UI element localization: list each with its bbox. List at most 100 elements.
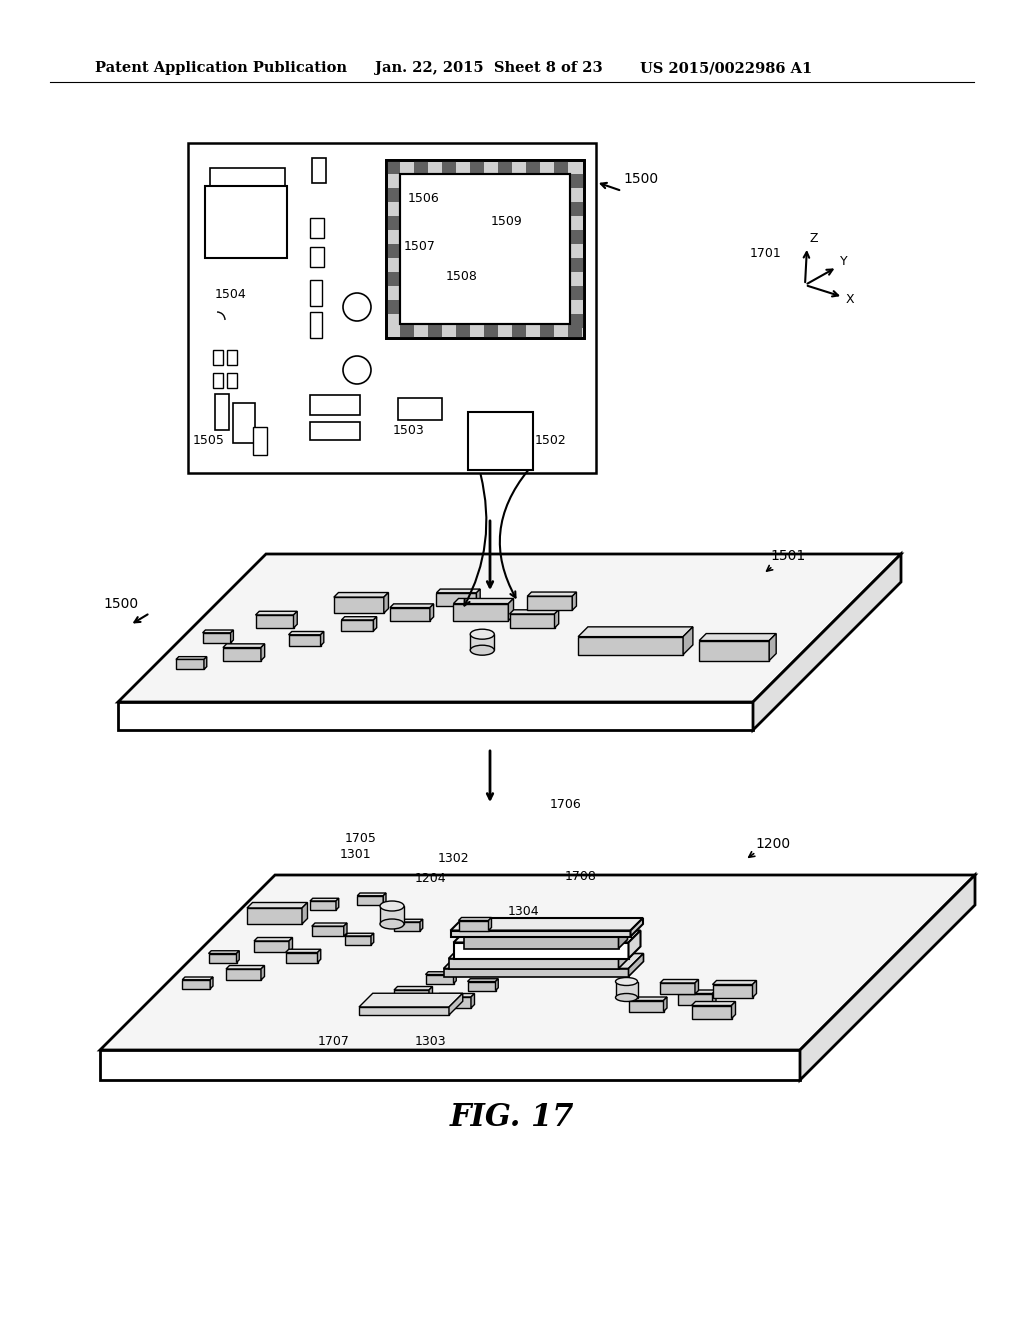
Polygon shape <box>118 554 901 702</box>
Ellipse shape <box>615 994 638 1002</box>
Polygon shape <box>459 920 488 931</box>
Polygon shape <box>436 994 474 997</box>
Polygon shape <box>100 875 975 1049</box>
Bar <box>386 300 400 314</box>
Bar <box>210 168 285 186</box>
Bar <box>570 174 584 187</box>
Polygon shape <box>223 648 261 660</box>
Polygon shape <box>204 656 207 669</box>
Polygon shape <box>359 1007 449 1015</box>
Polygon shape <box>256 611 297 615</box>
Polygon shape <box>451 917 643 931</box>
Text: X: X <box>846 293 855 306</box>
Bar <box>253 426 267 455</box>
Polygon shape <box>527 593 577 597</box>
Polygon shape <box>510 614 555 628</box>
Polygon shape <box>341 616 377 620</box>
Bar <box>386 272 400 286</box>
Polygon shape <box>289 635 321 645</box>
Text: 1707: 1707 <box>318 1035 350 1048</box>
Bar <box>188 143 596 473</box>
Bar <box>386 160 400 174</box>
Text: 1501: 1501 <box>770 549 805 564</box>
Polygon shape <box>311 923 347 927</box>
Bar <box>312 158 326 183</box>
Bar <box>470 634 495 651</box>
Polygon shape <box>394 919 423 921</box>
Polygon shape <box>209 953 237 962</box>
Polygon shape <box>464 936 618 949</box>
Circle shape <box>343 356 371 384</box>
Polygon shape <box>334 593 388 597</box>
Text: Z: Z <box>809 232 817 246</box>
Bar <box>213 350 223 366</box>
Text: 1508: 1508 <box>446 271 478 282</box>
Polygon shape <box>394 990 429 1001</box>
Bar <box>400 174 570 323</box>
Polygon shape <box>420 919 423 931</box>
Bar <box>215 393 229 430</box>
Polygon shape <box>660 979 698 983</box>
Text: 1507: 1507 <box>404 240 436 253</box>
Polygon shape <box>310 898 339 902</box>
Bar <box>398 399 442 420</box>
Polygon shape <box>336 898 339 909</box>
Polygon shape <box>695 979 698 994</box>
Polygon shape <box>510 610 559 614</box>
Polygon shape <box>629 931 640 958</box>
Polygon shape <box>572 593 577 610</box>
Ellipse shape <box>470 630 495 639</box>
Polygon shape <box>699 634 776 640</box>
Polygon shape <box>429 986 432 1001</box>
Polygon shape <box>691 1006 731 1019</box>
Text: 1701: 1701 <box>750 247 781 260</box>
Polygon shape <box>471 994 474 1008</box>
Text: Y: Y <box>840 255 848 268</box>
Polygon shape <box>254 941 289 952</box>
Polygon shape <box>449 958 618 969</box>
Polygon shape <box>464 928 628 936</box>
Polygon shape <box>247 903 307 908</box>
Text: 1304: 1304 <box>508 906 540 917</box>
Polygon shape <box>321 631 324 645</box>
Bar <box>428 323 442 338</box>
Bar <box>227 374 237 388</box>
Bar <box>380 906 404 924</box>
Polygon shape <box>449 993 463 1015</box>
Text: 1506: 1506 <box>408 191 439 205</box>
Polygon shape <box>357 894 386 896</box>
Polygon shape <box>100 1049 800 1080</box>
Bar <box>470 160 484 174</box>
Polygon shape <box>310 902 336 909</box>
Polygon shape <box>629 997 667 1001</box>
Bar <box>386 187 400 202</box>
Text: 1706: 1706 <box>550 799 582 810</box>
Bar <box>310 218 324 238</box>
Polygon shape <box>394 921 420 931</box>
Bar <box>386 160 400 174</box>
Text: FIG. 17: FIG. 17 <box>450 1102 574 1134</box>
Bar <box>570 230 584 244</box>
Polygon shape <box>769 634 776 660</box>
Bar <box>568 323 582 338</box>
Polygon shape <box>579 636 683 655</box>
Polygon shape <box>713 981 757 985</box>
Bar <box>570 257 584 272</box>
Text: 1301: 1301 <box>340 847 372 861</box>
Polygon shape <box>317 949 321 962</box>
Polygon shape <box>430 603 433 620</box>
Polygon shape <box>118 702 753 730</box>
Polygon shape <box>436 593 476 606</box>
Bar <box>310 395 360 414</box>
Polygon shape <box>454 931 640 942</box>
Polygon shape <box>176 656 207 660</box>
Text: 1505: 1505 <box>193 433 225 446</box>
Polygon shape <box>629 1001 664 1011</box>
Bar <box>386 160 584 338</box>
Ellipse shape <box>615 978 638 986</box>
Ellipse shape <box>380 919 404 929</box>
Polygon shape <box>699 640 769 660</box>
Polygon shape <box>394 986 432 990</box>
Polygon shape <box>371 933 374 945</box>
Polygon shape <box>176 660 204 669</box>
